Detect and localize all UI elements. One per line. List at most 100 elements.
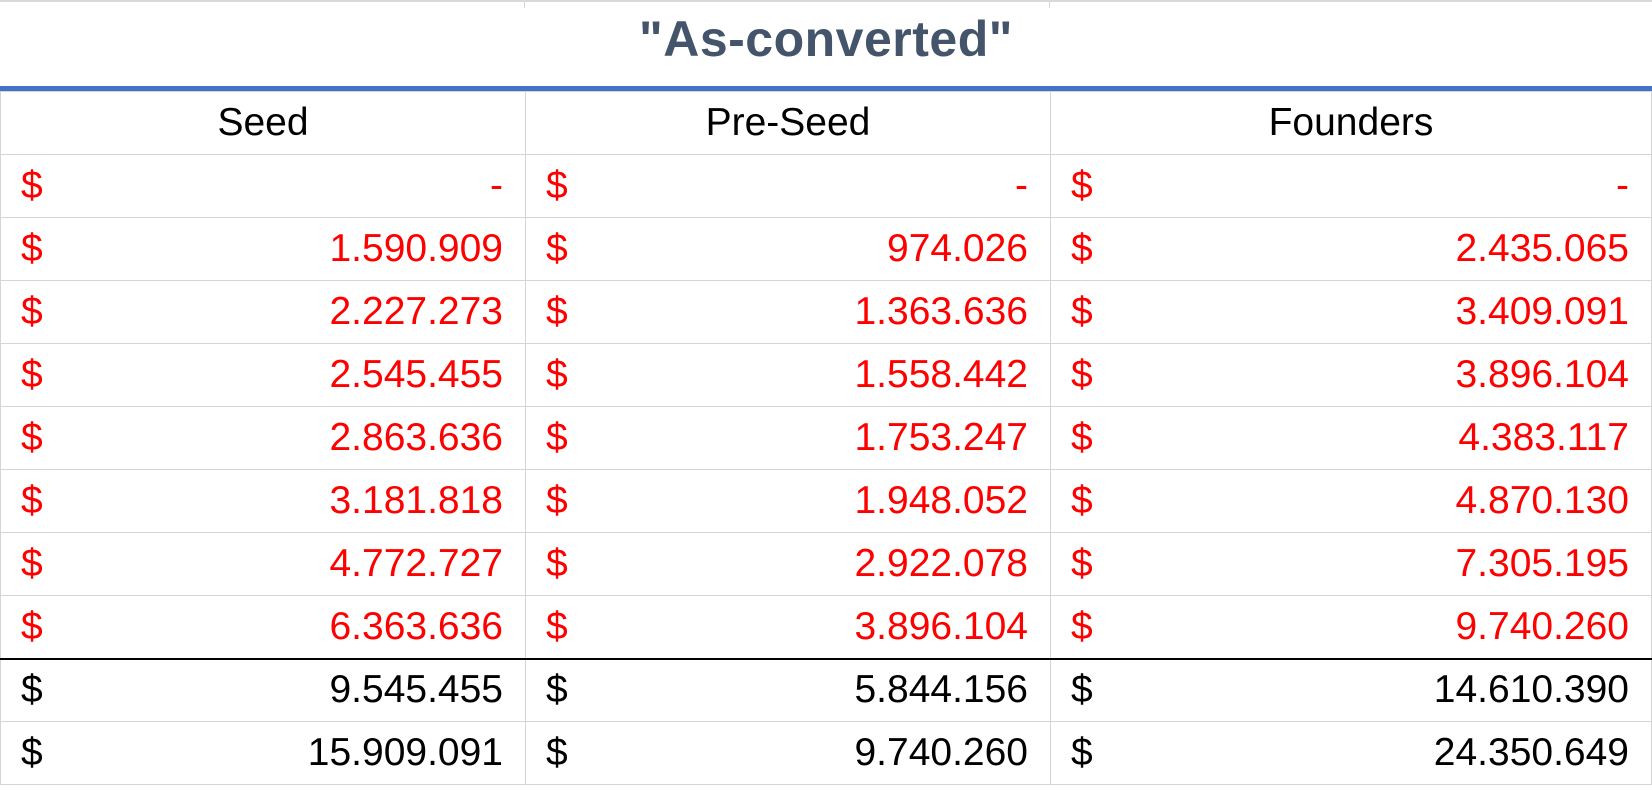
cell-seed[interactable]: $2.545.455 xyxy=(0,343,526,407)
amount-value: - xyxy=(1616,164,1629,207)
cell-seed[interactable]: $2.863.636 xyxy=(0,406,526,470)
cell-seed[interactable]: $1.590.909 xyxy=(0,217,526,281)
cell-founders[interactable]: $3.896.104 xyxy=(1050,343,1652,407)
amount-value: 2.922.078 xyxy=(854,542,1028,585)
amount-value: 24.350.649 xyxy=(1433,731,1629,774)
cell-pre-seed[interactable]: $1.948.052 xyxy=(525,469,1051,533)
cell-seed[interactable]: $3.181.818 xyxy=(0,469,526,533)
table-row: $2.545.455 $1.558.442 $3.896.104 xyxy=(0,343,1652,407)
gridline-stub xyxy=(524,0,525,8)
amount-value: 3.409.091 xyxy=(1455,290,1629,333)
amount-value: 15.909.091 xyxy=(307,731,503,774)
table-row: $9.545.455 $5.844.156 $14.610.390 xyxy=(0,657,1652,722)
currency-symbol: $ xyxy=(21,353,43,396)
cell-founders[interactable]: $24.350.649 xyxy=(1050,721,1652,785)
amount-value: 3.181.818 xyxy=(329,479,503,522)
currency-symbol: $ xyxy=(21,164,43,207)
title-underline xyxy=(0,86,1652,91)
currency-symbol: $ xyxy=(21,416,43,459)
amount-value: 1.363.636 xyxy=(854,290,1028,333)
currency-symbol: $ xyxy=(21,479,43,522)
column-header-seed[interactable]: Seed xyxy=(0,91,526,155)
currency-symbol: $ xyxy=(546,353,568,396)
cell-pre-seed[interactable]: $2.922.078 xyxy=(525,532,1051,596)
cell-seed[interactable]: $6.363.636 xyxy=(0,595,526,659)
table-row: $6.363.636 $3.896.104 $9.740.260 xyxy=(0,595,1652,659)
cell-founders[interactable]: $2.435.065 xyxy=(1050,217,1652,281)
currency-symbol: $ xyxy=(546,227,568,270)
cell-seed[interactable]: $4.772.727 xyxy=(0,532,526,596)
cell-founders[interactable]: $4.383.117 xyxy=(1050,406,1652,470)
amount-value: - xyxy=(490,164,503,207)
amount-value: 3.896.104 xyxy=(1455,353,1629,396)
column-header-pre-seed[interactable]: Pre-Seed xyxy=(525,91,1051,155)
cell-founders[interactable]: $7.305.195 xyxy=(1050,532,1652,596)
currency-symbol: $ xyxy=(546,479,568,522)
amount-value: - xyxy=(1015,164,1028,207)
currency-symbol: $ xyxy=(1071,353,1093,396)
table-row: $4.772.727 $2.922.078 $7.305.195 xyxy=(0,532,1652,596)
currency-symbol: $ xyxy=(21,290,43,333)
cell-founders[interactable]: $9.740.260 xyxy=(1050,595,1652,659)
cell-founders[interactable]: $ - xyxy=(1050,154,1652,218)
amount-value: 9.740.260 xyxy=(1455,604,1629,648)
currency-symbol: $ xyxy=(546,542,568,585)
amount-value: 6.363.636 xyxy=(329,604,503,648)
amount-value: 1.948.052 xyxy=(854,479,1028,522)
currency-symbol: $ xyxy=(1071,227,1093,270)
cell-pre-seed[interactable]: $ - xyxy=(525,154,1051,218)
amount-value: 1.558.442 xyxy=(854,353,1028,396)
cell-pre-seed[interactable]: $1.363.636 xyxy=(525,280,1051,344)
amount-value: 1.753.247 xyxy=(854,416,1028,459)
cell-pre-seed[interactable]: $5.844.156 xyxy=(525,657,1051,722)
currency-symbol: $ xyxy=(21,668,43,712)
cell-seed[interactable]: $15.909.091 xyxy=(0,721,526,785)
amount-value: 4.772.727 xyxy=(329,542,503,585)
amount-value: 14.610.390 xyxy=(1433,668,1629,712)
cell-seed[interactable]: $ - xyxy=(0,154,526,218)
currency-symbol: $ xyxy=(1071,479,1093,522)
currency-symbol: $ xyxy=(1071,668,1093,712)
cell-founders[interactable]: $3.409.091 xyxy=(1050,280,1652,344)
column-header-founders[interactable]: Founders xyxy=(1050,91,1652,155)
cell-pre-seed[interactable]: $1.753.247 xyxy=(525,406,1051,470)
currency-symbol: $ xyxy=(21,604,43,648)
title-cell[interactable]: "As-converted" xyxy=(0,0,1652,86)
currency-symbol: $ xyxy=(1071,290,1093,333)
currency-symbol: $ xyxy=(1071,416,1093,459)
amount-value: 9.740.260 xyxy=(854,731,1028,774)
table-body: $ - $ - $ - $1.590.909 $974.026 $2.435.065 $2.227… xyxy=(0,154,1652,785)
amount-value: 2.435.065 xyxy=(1455,227,1629,270)
amount-value: 2.227.273 xyxy=(329,290,503,333)
cell-founders[interactable]: $14.610.390 xyxy=(1050,657,1652,722)
currency-symbol: $ xyxy=(546,290,568,333)
cell-pre-seed[interactable]: $1.558.442 xyxy=(525,343,1051,407)
cell-seed[interactable]: $2.227.273 xyxy=(0,280,526,344)
currency-symbol: $ xyxy=(546,164,568,207)
header-row: Seed Pre-Seed Founders xyxy=(0,91,1652,155)
amount-value: 3.896.104 xyxy=(854,604,1028,648)
table-row: $ - $ - $ - xyxy=(0,154,1652,218)
amount-value: 4.870.130 xyxy=(1455,479,1629,522)
cell-pre-seed[interactable]: $974.026 xyxy=(525,217,1051,281)
amount-value: 4.383.117 xyxy=(1458,416,1629,459)
currency-symbol: $ xyxy=(21,227,43,270)
amount-value: 2.863.636 xyxy=(329,416,503,459)
currency-symbol: $ xyxy=(1071,731,1093,774)
currency-symbol: $ xyxy=(546,668,568,712)
cell-pre-seed[interactable]: $3.896.104 xyxy=(525,595,1051,659)
table-row: $3.181.818 $1.948.052 $4.870.130 xyxy=(0,469,1652,533)
cell-pre-seed[interactable]: $9.740.260 xyxy=(525,721,1051,785)
cell-seed[interactable]: $9.545.455 xyxy=(0,657,526,722)
table-row: $2.227.273 $1.363.636 $3.409.091 xyxy=(0,280,1652,344)
amount-value: 2.545.455 xyxy=(329,353,503,396)
currency-symbol: $ xyxy=(1071,164,1093,207)
cell-founders[interactable]: $4.870.130 xyxy=(1050,469,1652,533)
amount-value: 974.026 xyxy=(887,227,1028,270)
data-table: Seed Pre-Seed Founders $ - $ - $ - $1.590.909 $… xyxy=(0,91,1652,785)
amount-value: 7.305.195 xyxy=(1455,542,1629,585)
currency-symbol: $ xyxy=(546,416,568,459)
currency-symbol: $ xyxy=(21,542,43,585)
currency-symbol: $ xyxy=(21,731,43,774)
